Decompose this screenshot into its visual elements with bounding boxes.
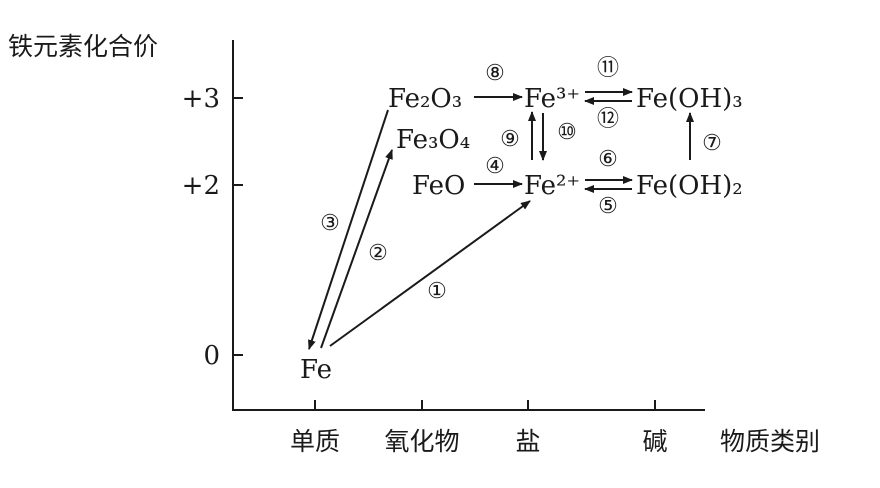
species-fe3plus: Fe³⁺ bbox=[524, 84, 580, 114]
species-feo: FeO bbox=[412, 171, 465, 201]
y-tick-label: 0 bbox=[203, 341, 220, 371]
arrow-2 bbox=[320, 149, 393, 349]
x-tick-label: 单质 bbox=[290, 427, 340, 456]
reaction-label-6: ⑥ bbox=[598, 147, 618, 172]
arrow-1 bbox=[329, 200, 531, 347]
reaction-label-4: ④ bbox=[485, 154, 505, 179]
reaction-label-11: ⑪ bbox=[597, 56, 619, 81]
species-fe2o3: Fe₂O₃ bbox=[388, 84, 462, 114]
reaction-label-10: ⑩ bbox=[557, 120, 577, 145]
x-axis-title: 物质类别 bbox=[720, 427, 820, 456]
species-fe: Fe bbox=[300, 355, 332, 385]
arrow-3 bbox=[308, 109, 389, 350]
reaction-label-2: ② bbox=[368, 241, 388, 266]
reaction-label-7: ⑦ bbox=[702, 131, 722, 156]
reaction-label-5: ⑤ bbox=[598, 194, 618, 219]
reaction-label-8: ⑧ bbox=[485, 61, 505, 86]
species-feoh3: Fe(OH)₃ bbox=[636, 84, 743, 114]
x-tick-label: 碱 bbox=[642, 427, 667, 456]
y-axis-title: 铁元素化合价 bbox=[8, 32, 158, 61]
x-tick-label: 氧化物 bbox=[384, 427, 459, 456]
species-fe2plus: Fe²⁺ bbox=[524, 171, 580, 201]
y-tick-label: +3 bbox=[182, 84, 220, 114]
reaction-label-12: ⑫ bbox=[597, 107, 619, 132]
species-fe3o4: Fe₃O₄ bbox=[396, 125, 470, 155]
species-feoh2: Fe(OH)₂ bbox=[636, 171, 743, 201]
reaction-label-1: ① bbox=[427, 279, 447, 304]
x-tick-label: 盐 bbox=[515, 427, 540, 456]
reaction-label-9: ⑨ bbox=[500, 127, 520, 152]
y-tick-label: +2 bbox=[182, 171, 220, 201]
reaction-label-3: ③ bbox=[320, 211, 340, 236]
